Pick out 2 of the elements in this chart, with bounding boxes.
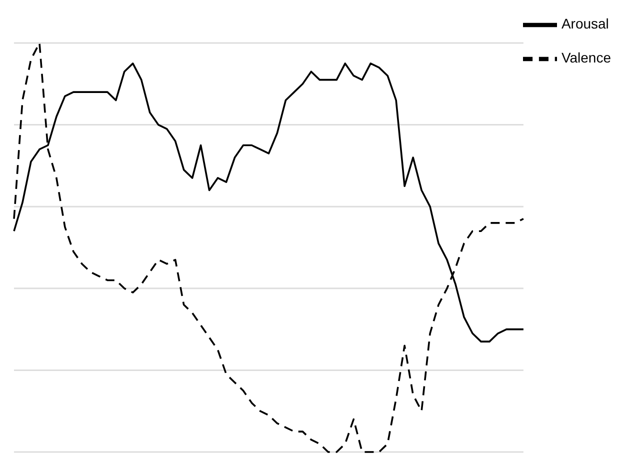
legend-label: Valence [561, 50, 611, 66]
legend-label: Arousal [561, 16, 609, 32]
